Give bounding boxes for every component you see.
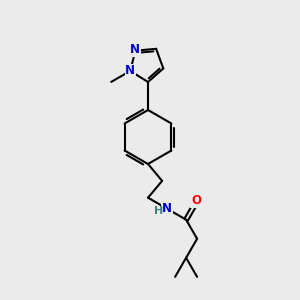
Text: H: H bbox=[154, 206, 164, 216]
Text: O: O bbox=[191, 194, 201, 207]
Text: N: N bbox=[130, 43, 140, 56]
Text: N: N bbox=[125, 64, 135, 77]
Text: N: N bbox=[162, 202, 172, 215]
